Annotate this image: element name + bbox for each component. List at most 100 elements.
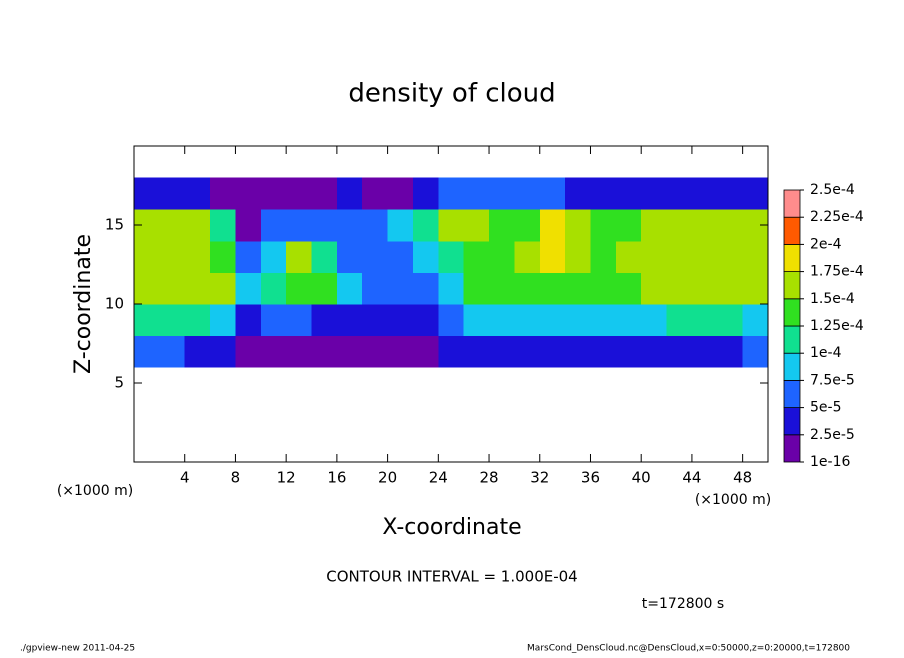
colorbar-label: 2e-4 [810,236,842,252]
heatmap-cell [615,209,642,242]
heatmap-cell [514,240,541,273]
heatmap-cell [134,240,160,273]
colorbar-label: 1.75e-4 [810,264,864,280]
heatmap-cell [514,304,541,337]
colorbar-box [783,379,801,408]
heatmap-cell [717,177,744,210]
colorbar-label: 2.5e-5 [810,427,855,443]
heatmap-cell [159,335,186,368]
heatmap-cell [615,177,642,210]
heatmap-cell [362,177,389,210]
colorbar-box [783,434,801,463]
heatmap-cell [184,177,211,210]
heatmap-cell [260,272,287,305]
heatmap-cell [489,209,515,242]
heatmap-cell [311,335,338,368]
heatmap-cell [286,335,313,368]
heatmap-cell [286,272,313,305]
heatmap-cell [260,240,287,273]
heatmap-cell [235,304,262,337]
heatmap-cell [742,304,769,337]
heatmap-cell [387,304,414,337]
colorbar-label: 1.25e-4 [810,318,864,334]
heatmap-cell [565,335,591,368]
heatmap-cell [742,335,769,368]
heatmap-cell [463,335,490,368]
heatmap-cell [615,335,642,368]
heatmap-cell [159,209,186,242]
heatmap-cell [260,304,287,337]
colorbar-label: 2.25e-4 [810,209,864,225]
heatmap-cell [210,209,236,242]
heatmap-cell [514,272,541,305]
heatmap-cell [641,304,668,337]
heatmap-cells [134,177,769,368]
heatmap-cell [666,335,693,368]
heatmap-cell [691,209,718,242]
colorbar-label: 5e-5 [810,400,841,416]
y-tick-label: 10 [105,295,124,313]
heatmap-cell [336,272,363,305]
heatmap-cell [590,209,617,242]
heatmap-cell [641,177,668,210]
heatmap-cell [184,272,211,305]
heatmap-cell [412,335,439,368]
heatmap-cell [489,304,515,337]
x-tick-label: 32 [530,469,549,487]
heatmap-cell [311,304,338,337]
x-tick-label: 20 [378,469,397,487]
colorbar-box [783,352,801,381]
heatmap-cell [286,209,313,242]
heatmap-cell [691,177,718,210]
x-tick-label: 12 [277,469,296,487]
time-label: t=172800 s [642,596,724,612]
heatmap-cell [590,240,617,273]
colorbar-label: 1e-16 [810,454,850,470]
heatmap-cell [590,272,617,305]
colorbar-box [783,271,801,300]
heatmap-cell [134,177,160,210]
heatmap-cell [438,209,465,242]
annotation: CONTOUR INTERVAL = 1.000E-04 [326,568,577,586]
heatmap-cell [666,272,693,305]
heatmap-cell [489,240,515,273]
heatmap-cell [539,272,566,305]
heatmap-cell [463,177,490,210]
heatmap-cell [336,304,363,337]
heatmap-cell [159,304,186,337]
heatmap-cell [565,209,591,242]
heatmap-cell [666,304,693,337]
heatmap-cell [717,240,744,273]
heatmap-cell [184,240,211,273]
colorbar-label: 1e-4 [810,345,842,361]
heatmap-cell [260,177,287,210]
colorbar-box [783,189,801,218]
heatmap-cell [666,177,693,210]
heatmap-cell [691,240,718,273]
heatmap-cell [412,209,439,242]
heatmap-cell [260,335,287,368]
y-tick-label: 5 [114,374,124,392]
heatmap-cell [539,304,566,337]
heatmap-cell [134,304,160,337]
footer-left: ./gpview-new 2011-04-25 [20,644,135,654]
heatmap-cell [514,209,541,242]
x-tick-label: 44 [682,469,701,487]
heatmap-cell [514,335,541,368]
heatmap-cell [489,335,515,368]
heatmap-cell [463,272,490,305]
heatmap-cell [387,272,414,305]
y-axis-label: Z-coordinate [71,234,96,374]
x-tick-label: 28 [479,469,498,487]
heatmap-cell [235,240,262,273]
heatmap-cell [438,335,465,368]
heatmap-cell [717,209,744,242]
x-tick-label: 4 [180,469,190,487]
x-unit-label: (×1000 m) [695,492,771,508]
heatmap-cell [210,177,236,210]
heatmap-cell [565,304,591,337]
heatmap-cell [210,335,236,368]
heatmap-cell [412,304,439,337]
heatmap-cell [210,304,236,337]
